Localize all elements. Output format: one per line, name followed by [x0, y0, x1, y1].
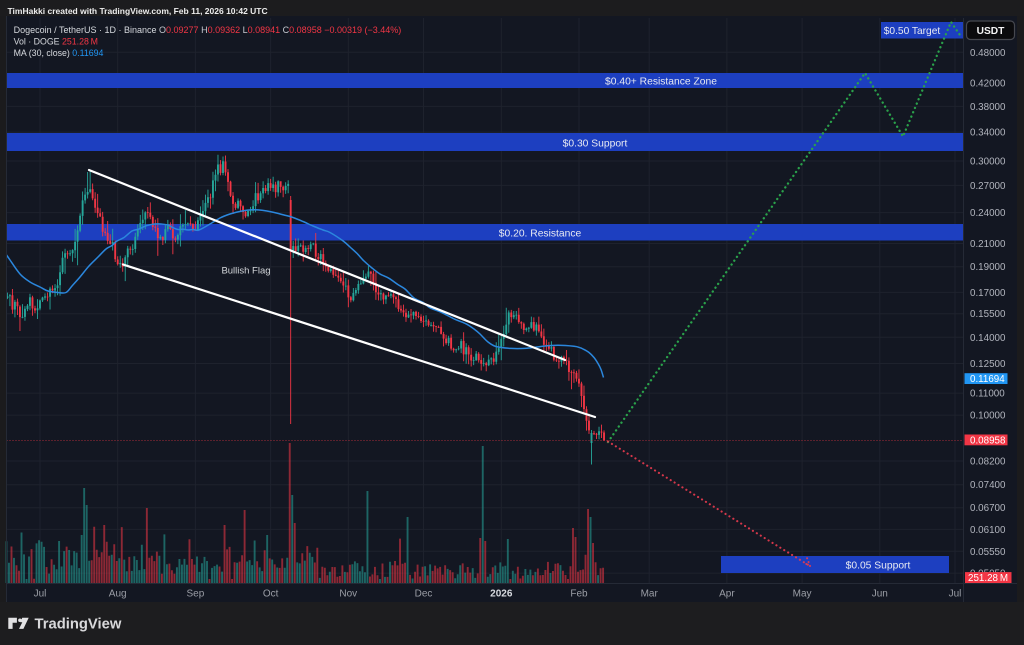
svg-text:0.12500: 0.12500 — [970, 359, 1006, 370]
svg-text:0.06700: 0.06700 — [970, 503, 1006, 514]
svg-text:0.07400: 0.07400 — [970, 480, 1006, 491]
svg-text:0.24000: 0.24000 — [970, 208, 1006, 219]
svg-text:TradingView: TradingView — [35, 617, 122, 633]
svg-text:0.48000: 0.48000 — [970, 48, 1006, 59]
svg-text:0.21000: 0.21000 — [970, 239, 1006, 250]
svg-text:Apr: Apr — [719, 589, 735, 600]
svg-text:$0.30 Support: $0.30 Support — [563, 138, 628, 149]
svg-text:0.08958: 0.08958 — [970, 435, 1006, 446]
svg-text:Vol · DOGE 251.28 M: Vol · DOGE 251.28 M — [14, 36, 98, 46]
svg-text:Mar: Mar — [641, 589, 659, 600]
svg-text:0.10000: 0.10000 — [970, 411, 1006, 422]
svg-text:$0.05 Support: $0.05 Support — [846, 560, 911, 571]
svg-text:MA (30, close) 0.11694: MA (30, close) 0.11694 — [14, 48, 104, 58]
svg-text:0.11694: 0.11694 — [970, 374, 1005, 385]
svg-text:Jul: Jul — [34, 589, 47, 600]
svg-text:USDT: USDT — [977, 26, 1006, 37]
svg-text:Jun: Jun — [872, 589, 888, 600]
svg-text:TimHakki created with TradingV: TimHakki created with TradingView.com, F… — [8, 6, 268, 16]
svg-text:0.06100: 0.06100 — [970, 525, 1006, 536]
svg-text:Aug: Aug — [109, 589, 127, 600]
svg-text:0.11000: 0.11000 — [970, 389, 1005, 400]
svg-text:0.15500: 0.15500 — [970, 309, 1006, 320]
svg-text:0.34000: 0.34000 — [970, 128, 1006, 139]
svg-text:251.28 M: 251.28 M — [968, 573, 1008, 584]
svg-text:0.30000: 0.30000 — [970, 157, 1006, 168]
svg-text:$0.50 Target: $0.50 Target — [884, 26, 941, 37]
svg-text:0.14000: 0.14000 — [970, 333, 1006, 344]
svg-text:$0.40+ Resistance Zone: $0.40+ Resistance Zone — [605, 77, 717, 88]
svg-text:Nov: Nov — [339, 589, 357, 600]
svg-text:May: May — [793, 589, 812, 600]
svg-text:0.19000: 0.19000 — [970, 262, 1006, 273]
svg-text:0.05550: 0.05550 — [970, 547, 1006, 558]
svg-text:0.17000: 0.17000 — [970, 288, 1006, 299]
svg-text:Dec: Dec — [415, 589, 433, 600]
svg-text:Bullish Flag: Bullish Flag — [221, 266, 270, 277]
svg-text:$0.20. Resistance: $0.20. Resistance — [499, 229, 582, 240]
svg-text:Oct: Oct — [263, 589, 279, 600]
svg-text:0.42000: 0.42000 — [970, 79, 1006, 90]
svg-text:Feb: Feb — [570, 589, 588, 600]
svg-text:0.08200: 0.08200 — [970, 457, 1006, 468]
svg-text:Sep: Sep — [187, 589, 205, 600]
svg-text:Jul: Jul — [949, 589, 962, 600]
svg-text:Dogecoin / TetherUS · 1D · Bin: Dogecoin / TetherUS · 1D · Binance O0.09… — [14, 25, 402, 35]
svg-text:2026: 2026 — [490, 589, 513, 600]
svg-text:0.27000: 0.27000 — [970, 181, 1006, 192]
svg-text:0.38000: 0.38000 — [970, 102, 1006, 113]
